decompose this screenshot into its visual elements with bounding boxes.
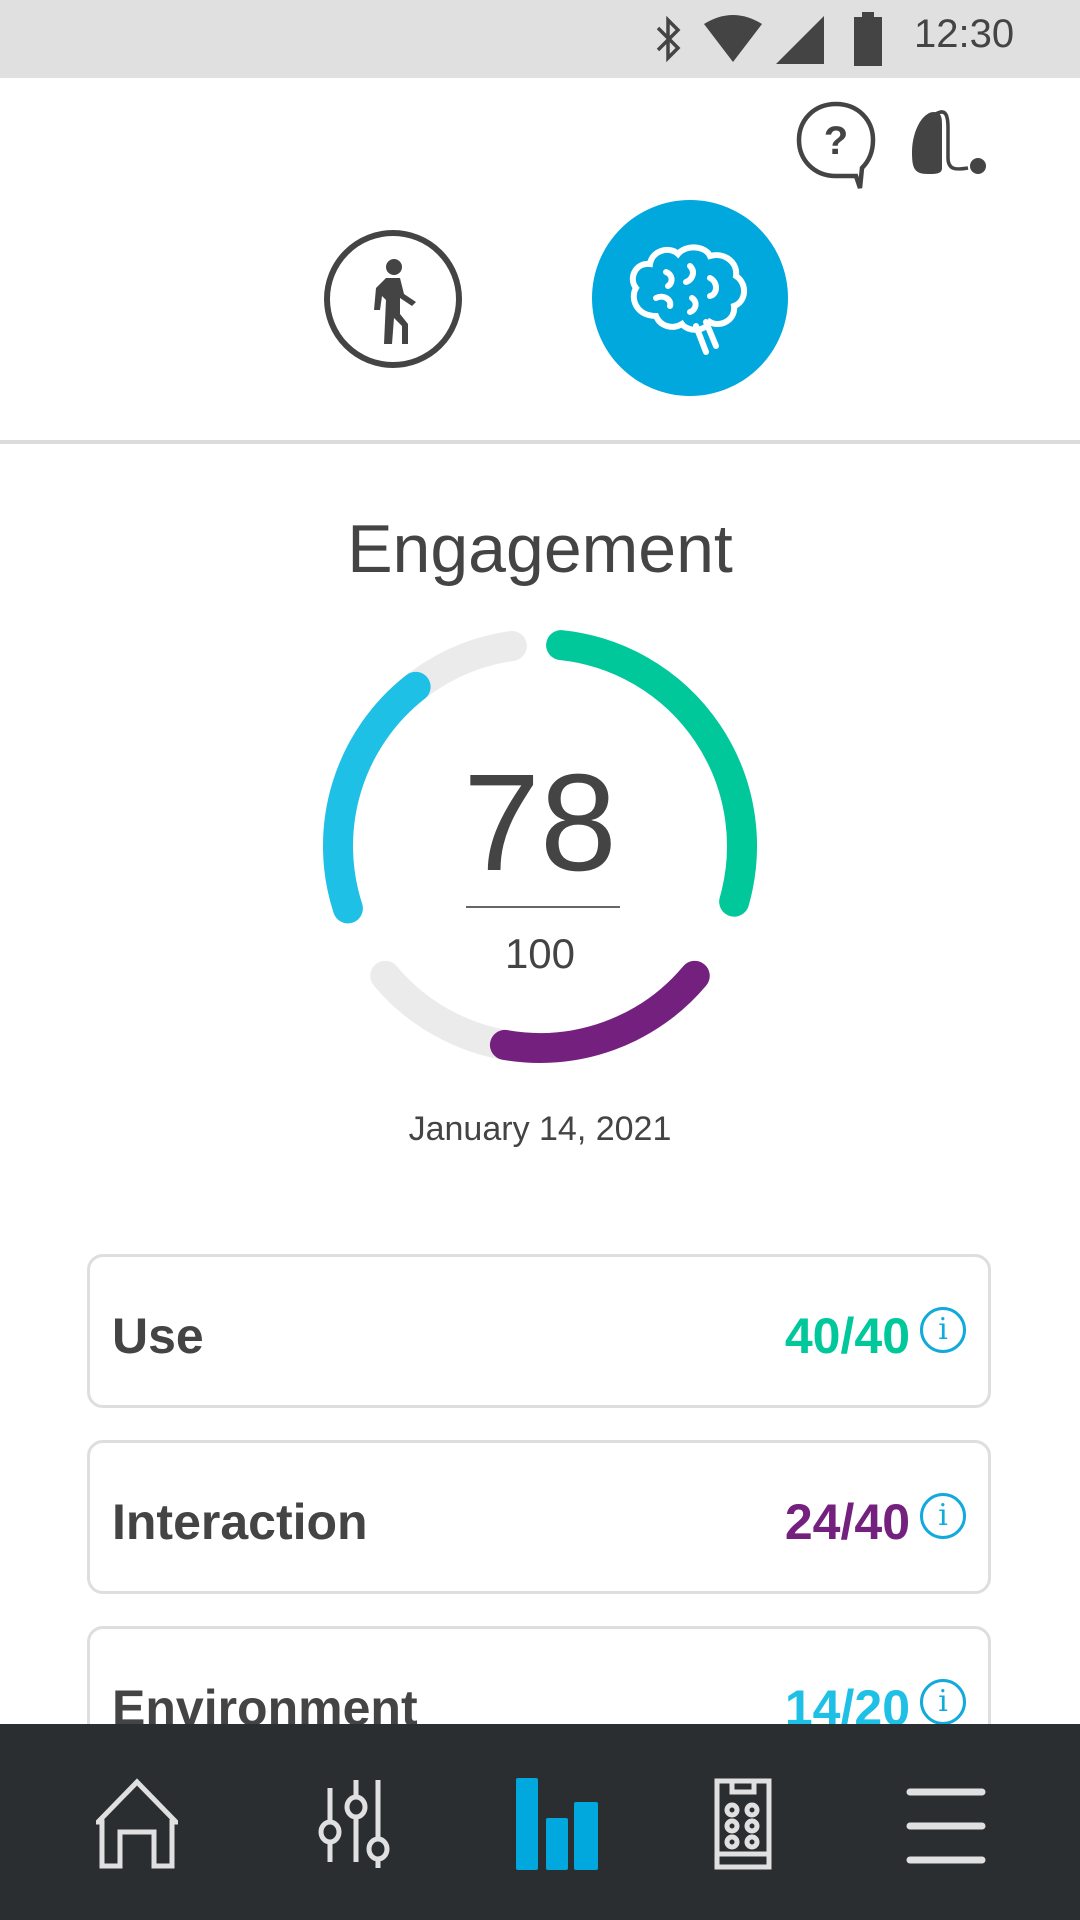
score-divider bbox=[466, 906, 620, 908]
engagement-max: 100 bbox=[504, 930, 576, 977]
bar-chart-icon[interactable] bbox=[516, 1778, 600, 1870]
remote-icon[interactable] bbox=[714, 1778, 772, 1870]
category-label: Use bbox=[112, 1308, 204, 1364]
category-card-interaction[interactable]: Interaction 24/40 i bbox=[87, 1440, 991, 1594]
mode-brain-button[interactable] bbox=[592, 200, 788, 396]
engagement-score: 78 bbox=[463, 746, 617, 900]
walking-icon bbox=[374, 259, 416, 344]
hearing-aid-icon[interactable] bbox=[908, 108, 1004, 180]
category-score: 40/40 bbox=[784, 1308, 910, 1364]
header-divider bbox=[0, 440, 1080, 444]
help-icon[interactable]: ? bbox=[794, 100, 878, 190]
mode-activity-button[interactable] bbox=[324, 230, 462, 368]
clock: 12:30 bbox=[914, 12, 1015, 56]
category-label: Interaction bbox=[112, 1494, 368, 1550]
battery-icon bbox=[854, 12, 882, 66]
svg-text:?: ? bbox=[824, 119, 848, 163]
sliders-icon[interactable] bbox=[316, 1778, 396, 1870]
brain-icon bbox=[629, 244, 747, 355]
status-bar: 12:30 bbox=[0, 0, 1080, 78]
info-icon[interactable]: i bbox=[920, 1307, 966, 1353]
gauge-segment-environment bbox=[323, 671, 431, 924]
gauge-segment-use bbox=[546, 630, 757, 917]
engagement-gauge bbox=[323, 630, 757, 1063]
home-icon[interactable] bbox=[96, 1778, 178, 1870]
signal-icon bbox=[776, 16, 824, 64]
score-date: January 14, 2021 bbox=[408, 1110, 672, 1148]
wifi-icon bbox=[704, 15, 762, 62]
info-icon[interactable]: i bbox=[920, 1493, 966, 1539]
info-icon[interactable]: i bbox=[920, 1679, 966, 1725]
menu-icon[interactable] bbox=[906, 1788, 986, 1864]
gauge-segment-interaction bbox=[489, 960, 710, 1063]
category-card-use[interactable]: Use 40/40 i bbox=[87, 1254, 991, 1408]
bluetooth-icon bbox=[656, 15, 681, 63]
bottom-nav bbox=[0, 1724, 1080, 1920]
category-score: 24/40 bbox=[784, 1494, 910, 1550]
page-title: Engagement bbox=[347, 511, 733, 587]
